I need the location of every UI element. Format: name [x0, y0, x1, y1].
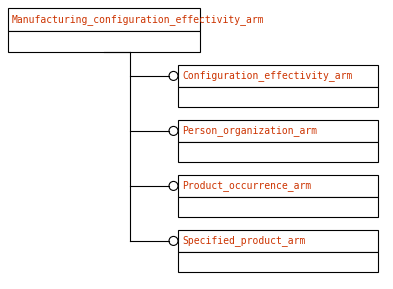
Bar	[178, 120, 378, 142]
Bar	[178, 142, 378, 162]
Text: Person_organization_arm: Person_organization_arm	[182, 125, 317, 136]
Text: Configuration_effectivity_arm: Configuration_effectivity_arm	[182, 71, 353, 81]
Bar	[178, 87, 378, 107]
Text: Specified_product_arm: Specified_product_arm	[182, 236, 305, 247]
Bar	[8, 8, 200, 31]
Bar	[178, 175, 378, 197]
Bar	[8, 31, 200, 52]
Text: Manufacturing_configuration_effectivity_arm: Manufacturing_configuration_effectivity_…	[12, 14, 264, 25]
Bar	[178, 230, 378, 252]
Bar	[178, 197, 378, 217]
Bar	[178, 65, 378, 87]
Bar	[178, 252, 378, 272]
Text: Product_occurrence_arm: Product_occurrence_arm	[182, 180, 311, 191]
